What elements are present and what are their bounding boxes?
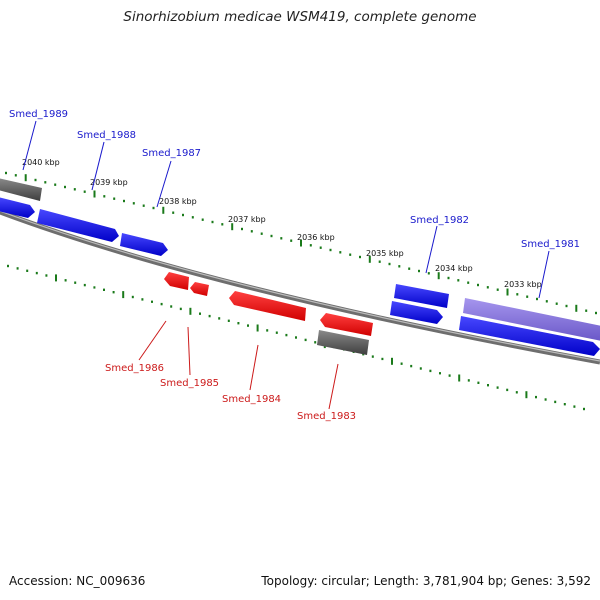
kbp-label-2034: 2034 kbp [435, 264, 473, 273]
gene-smed-1988[interactable] [37, 209, 119, 242]
gene-smed-1986[interactable] [164, 272, 189, 290]
gene-feature-gray-lower[interactable] [317, 330, 369, 355]
upper-kbp-tick-row [5, 171, 597, 315]
gene-label-smed-1987[interactable]: Smed_1987 [142, 148, 201, 159]
gene-smed-1981[interactable] [459, 316, 600, 356]
kbp-label-2038: 2038 kbp [159, 197, 197, 206]
gene-smed-1985[interactable] [190, 282, 209, 296]
kbp-label-2037: 2037 kbp [228, 215, 266, 224]
gene-smed-1984[interactable] [229, 291, 306, 321]
forward-leader-lines [22, 120, 550, 299]
gene-label-smed-1989[interactable]: Smed_1989 [9, 109, 68, 120]
genome-stats-text: Topology: circular; Length: 3,781,904 bp… [261, 574, 591, 588]
genome-backbone [0, 209, 600, 365]
kbp-label-2039: 2039 kbp [90, 178, 128, 187]
gene-label-smed-1988[interactable]: Smed_1988 [77, 130, 136, 141]
gene-label-smed-1983[interactable]: Smed_1983 [297, 411, 356, 422]
gene-feature-purple[interactable] [463, 298, 600, 341]
gene-feature-gray-upper[interactable] [0, 178, 42, 201]
kbp-label-2035: 2035 kbp [366, 249, 404, 258]
gene-label-smed-1984[interactable]: Smed_1984 [222, 394, 281, 405]
gene-smed-1983[interactable] [320, 313, 373, 336]
map-title: Sinorhizobium medicae WSM419, complete g… [123, 9, 477, 25]
gene-smed-1989[interactable] [0, 197, 35, 218]
gene-smed-1987[interactable] [120, 233, 168, 256]
kbp-label-2033: 2033 kbp [504, 280, 542, 289]
accession-text: Accession: NC_009636 [9, 574, 146, 588]
gene-label-smed-1981[interactable]: Smed_1981 [521, 239, 580, 250]
reverse-leader-lines [138, 320, 339, 410]
gene-smed-1982-a[interactable] [394, 284, 449, 308]
gene-label-smed-1985[interactable]: Smed_1985 [160, 378, 219, 389]
kbp-label-2040: 2040 kbp [22, 158, 60, 167]
kbp-label-2036: 2036 kbp [297, 233, 335, 242]
gene-smed-1982-b[interactable] [390, 301, 443, 324]
gene-label-smed-1986[interactable]: Smed_1986 [105, 363, 164, 374]
lower-tick-row [7, 264, 585, 411]
gene-label-smed-1982[interactable]: Smed_1982 [410, 215, 469, 226]
